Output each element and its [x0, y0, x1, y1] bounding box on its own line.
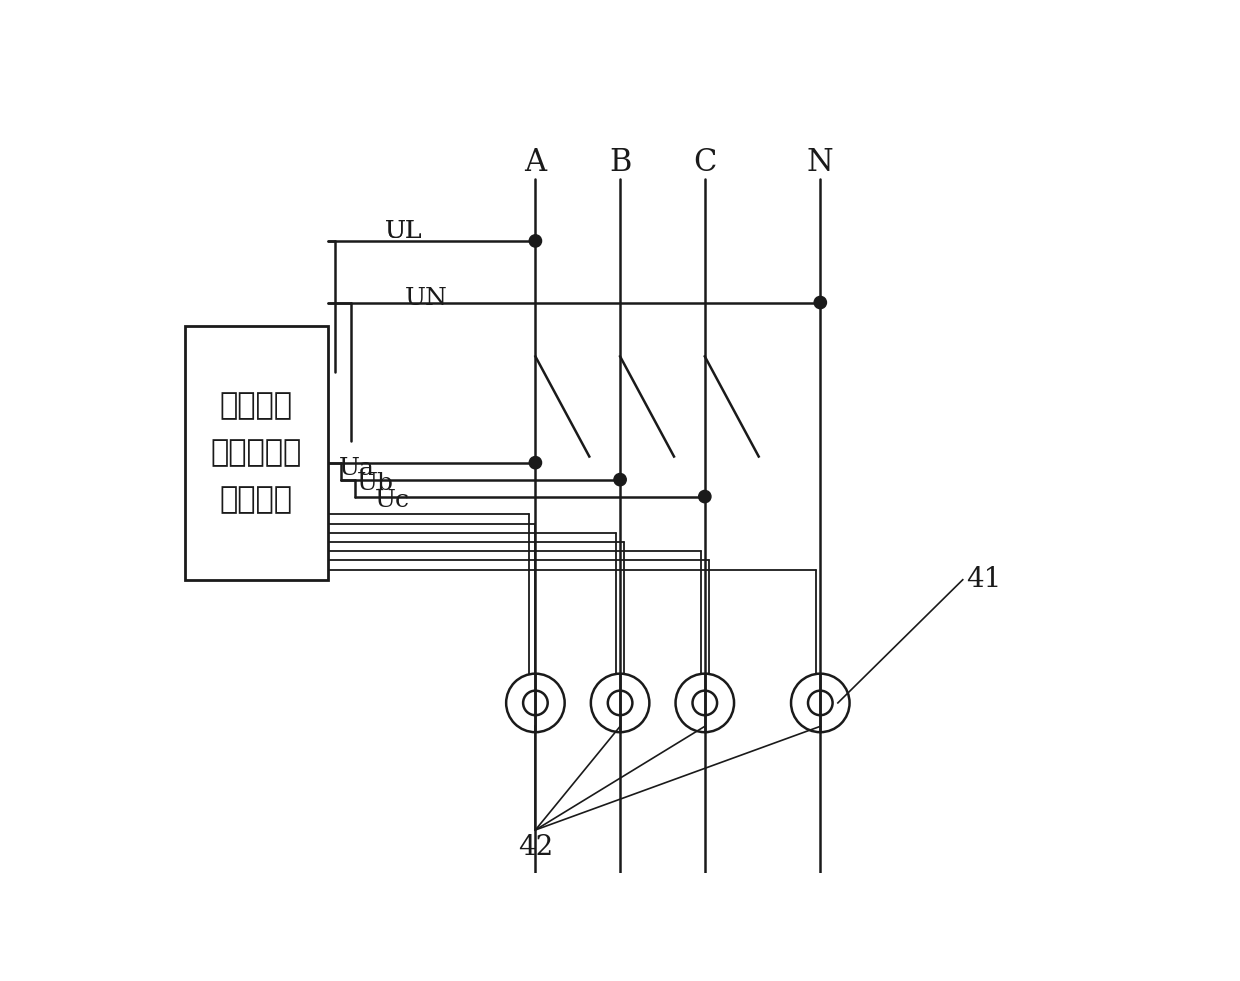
- Text: A: A: [525, 147, 547, 178]
- Text: UN: UN: [404, 287, 448, 310]
- Text: 41: 41: [967, 566, 1002, 594]
- Text: 42: 42: [518, 834, 553, 860]
- Bar: [185, 326, 327, 580]
- Text: C: C: [693, 147, 717, 178]
- Text: Uc: Uc: [376, 489, 410, 512]
- Circle shape: [614, 474, 626, 486]
- Circle shape: [815, 296, 826, 309]
- Circle shape: [529, 234, 542, 247]
- Circle shape: [529, 456, 542, 469]
- Text: N: N: [807, 147, 833, 178]
- Text: Ua: Ua: [339, 456, 374, 480]
- Text: Ub: Ub: [357, 472, 394, 495]
- Text: 分支识别
和开关状态
监测装置: 分支识别 和开关状态 监测装置: [211, 390, 301, 515]
- Text: UL: UL: [386, 220, 423, 243]
- Text: B: B: [609, 147, 631, 178]
- Circle shape: [698, 490, 711, 502]
- Text: UL: UL: [386, 220, 423, 243]
